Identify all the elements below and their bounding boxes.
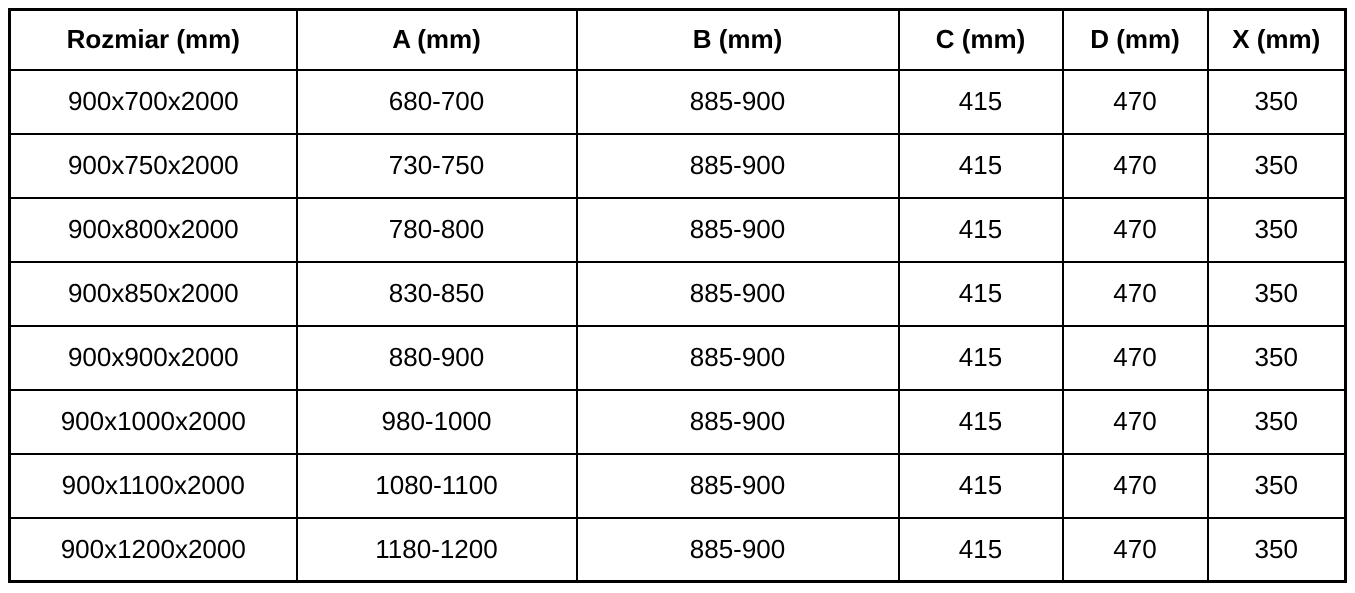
cell-b: 885-900 xyxy=(575,260,900,327)
cell-a: 1080-1100 xyxy=(295,452,578,519)
cell-rozmiar: 900x1200x2000 xyxy=(8,516,298,583)
table-row: 900x900x2000 880-900 885-900 415 470 350 xyxy=(8,324,1347,391)
cell-a: 680-700 xyxy=(295,68,578,135)
cell-b: 885-900 xyxy=(575,324,900,391)
cell-rozmiar: 900x800x2000 xyxy=(8,196,298,263)
cell-c: 415 xyxy=(897,196,1064,263)
cell-rozmiar: 900x1000x2000 xyxy=(8,388,298,455)
cell-d: 470 xyxy=(1061,260,1209,327)
table-row: 900x700x2000 680-700 885-900 415 470 350 xyxy=(8,68,1347,135)
cell-a: 880-900 xyxy=(295,324,578,391)
cell-c: 415 xyxy=(897,132,1064,199)
cell-c: 415 xyxy=(897,324,1064,391)
cell-x: 350 xyxy=(1206,196,1347,263)
cell-rozmiar: 900x700x2000 xyxy=(8,68,298,135)
table-row: 900x850x2000 830-850 885-900 415 470 350 xyxy=(8,260,1347,327)
cell-rozmiar: 900x1100x2000 xyxy=(8,452,298,519)
col-header-b: B (mm) xyxy=(575,8,900,71)
cell-d: 470 xyxy=(1061,516,1209,583)
table-row: 900x750x2000 730-750 885-900 415 470 350 xyxy=(8,132,1347,199)
cell-d: 470 xyxy=(1061,388,1209,455)
cell-d: 470 xyxy=(1061,452,1209,519)
cell-d: 470 xyxy=(1061,132,1209,199)
cell-x: 350 xyxy=(1206,68,1347,135)
table-row: 900x800x2000 780-800 885-900 415 470 350 xyxy=(8,196,1347,263)
header-row: Rozmiar (mm) A (mm) B (mm) C (mm) D (mm)… xyxy=(8,8,1347,71)
col-header-c: C (mm) xyxy=(897,8,1064,71)
cell-b: 885-900 xyxy=(575,452,900,519)
cell-d: 470 xyxy=(1061,68,1209,135)
cell-c: 415 xyxy=(897,260,1064,327)
table-body: 900x700x2000 680-700 885-900 415 470 350… xyxy=(8,68,1347,583)
cell-a: 730-750 xyxy=(295,132,578,199)
cell-a: 1180-1200 xyxy=(295,516,578,583)
cell-x: 350 xyxy=(1206,324,1347,391)
cell-c: 415 xyxy=(897,388,1064,455)
size-spec-table: Rozmiar (mm) A (mm) B (mm) C (mm) D (mm)… xyxy=(8,8,1347,583)
table-row: 900x1000x2000 980-1000 885-900 415 470 3… xyxy=(8,388,1347,455)
col-header-d: D (mm) xyxy=(1061,8,1209,71)
table-header: Rozmiar (mm) A (mm) B (mm) C (mm) D (mm)… xyxy=(8,8,1347,71)
col-header-a: A (mm) xyxy=(295,8,578,71)
cell-b: 885-900 xyxy=(575,516,900,583)
col-header-x: X (mm) xyxy=(1206,8,1347,71)
cell-c: 415 xyxy=(897,516,1064,583)
cell-a: 980-1000 xyxy=(295,388,578,455)
cell-d: 470 xyxy=(1061,196,1209,263)
cell-b: 885-900 xyxy=(575,68,900,135)
cell-a: 830-850 xyxy=(295,260,578,327)
col-header-rozmiar: Rozmiar (mm) xyxy=(8,8,298,71)
cell-x: 350 xyxy=(1206,388,1347,455)
cell-x: 350 xyxy=(1206,516,1347,583)
cell-x: 350 xyxy=(1206,260,1347,327)
cell-b: 885-900 xyxy=(575,132,900,199)
cell-a: 780-800 xyxy=(295,196,578,263)
cell-b: 885-900 xyxy=(575,196,900,263)
cell-rozmiar: 900x850x2000 xyxy=(8,260,298,327)
table-row: 900x1100x2000 1080-1100 885-900 415 470 … xyxy=(8,452,1347,519)
cell-d: 470 xyxy=(1061,324,1209,391)
cell-c: 415 xyxy=(897,68,1064,135)
table-row: 900x1200x2000 1180-1200 885-900 415 470 … xyxy=(8,516,1347,583)
cell-c: 415 xyxy=(897,452,1064,519)
cell-b: 885-900 xyxy=(575,388,900,455)
cell-rozmiar: 900x900x2000 xyxy=(8,324,298,391)
cell-rozmiar: 900x750x2000 xyxy=(8,132,298,199)
cell-x: 350 xyxy=(1206,452,1347,519)
cell-x: 350 xyxy=(1206,132,1347,199)
